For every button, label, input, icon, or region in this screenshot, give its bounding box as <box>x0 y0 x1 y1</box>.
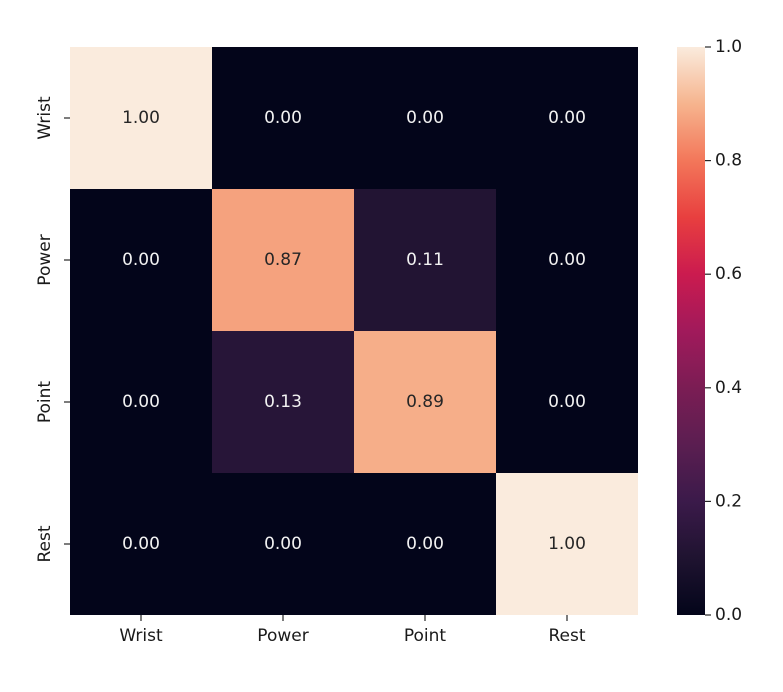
colorbar-tick-label: 1.0 <box>715 37 742 57</box>
cell-value-label: 0.00 <box>264 534 302 554</box>
cell-value-label: 0.11 <box>406 250 444 270</box>
colorbar-tick-label: 0.8 <box>715 151 742 171</box>
cell-value-label: 0.00 <box>548 108 586 128</box>
cell-value-label: 0.00 <box>548 392 586 412</box>
heatmap-cells <box>70 47 638 615</box>
cell-value-label: 0.00 <box>122 250 160 270</box>
y-tick-label-point: Point <box>35 381 55 424</box>
colorbar-tick-label: 0.4 <box>715 378 742 398</box>
colorbar-tick-label: 0.2 <box>715 491 742 511</box>
cell-value-label: 0.00 <box>122 534 160 554</box>
cell-value-label: 1.00 <box>122 108 160 128</box>
cell-value-label: 1.00 <box>548 534 586 554</box>
cell-value-label: 0.00 <box>264 108 302 128</box>
cell-value-label: 0.00 <box>548 250 586 270</box>
y-tick-label-wrist: Wrist <box>35 96 55 140</box>
x-axis: Wrist Power Point Rest <box>119 615 585 646</box>
colorbar-gradient <box>677 47 705 615</box>
colorbar-tick-label: 0.6 <box>715 264 742 284</box>
y-tick-label-rest: Rest <box>35 525 55 562</box>
colorbar-tick-label: 0.0 <box>715 605 742 625</box>
cell-value-label: 0.87 <box>264 250 302 270</box>
x-tick-label-point: Point <box>404 626 447 646</box>
cell-value-label: 0.00 <box>406 108 444 128</box>
cell-value-label: 0.13 <box>264 392 302 412</box>
x-tick-label-power: Power <box>257 626 308 646</box>
colorbar: 0.0 0.2 0.4 0.6 0.8 1.0 <box>677 37 742 625</box>
cell-value-label: 0.89 <box>406 392 444 412</box>
cell-value-label: 0.00 <box>406 534 444 554</box>
y-tick-label-power: Power <box>35 234 55 285</box>
cell-value-label: 0.00 <box>122 392 160 412</box>
y-axis: Wrist Power Point Rest <box>35 96 70 562</box>
x-tick-label-wrist: Wrist <box>119 626 163 646</box>
x-tick-label-rest: Rest <box>548 626 585 646</box>
